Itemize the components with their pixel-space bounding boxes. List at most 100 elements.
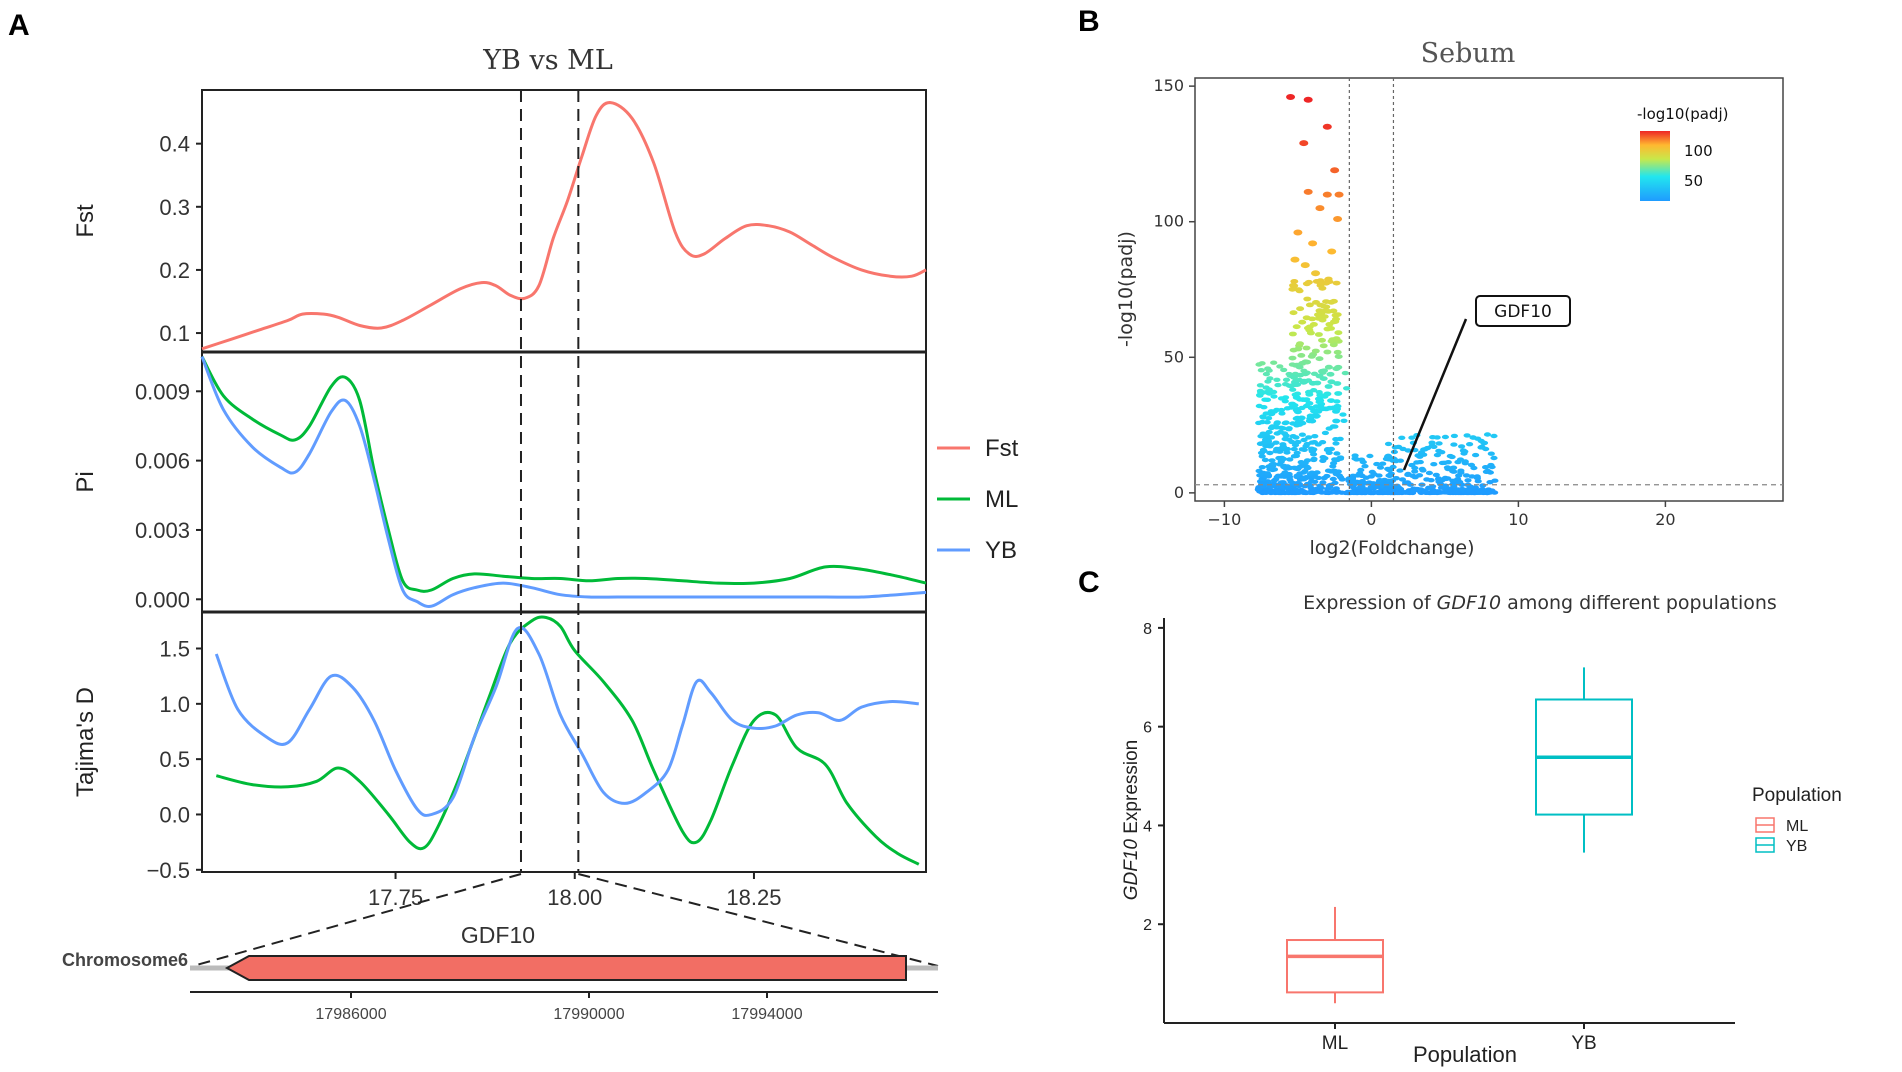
volcano-bulk-point [1427, 478, 1435, 483]
volcano-point [1286, 93, 1296, 100]
box-x-tick-label: ML [1322, 1033, 1348, 1054]
volcano-y-tick-label: 50 [1164, 347, 1184, 366]
legend-label-ml: ML [985, 486, 1018, 513]
volcano-bulk-point [1331, 319, 1340, 324]
volcano-bulk-point [1417, 450, 1426, 455]
box-legend: Population ML YB [1752, 785, 1842, 855]
volcano-bulk-point [1323, 349, 1332, 355]
volcano-bulk-point [1273, 425, 1281, 430]
volcano-bulk-point [1445, 490, 1453, 495]
volcano-bulk-point [1398, 435, 1406, 440]
volcano-bulk-point [1467, 462, 1476, 468]
volcano-bulk-point [1325, 426, 1333, 431]
volcano-bulk-point [1293, 409, 1302, 415]
volcano-bulk-point [1325, 450, 1333, 455]
volcano-bulk-point [1305, 401, 1314, 406]
volcano-bulk-point [1288, 355, 1297, 361]
volcano-points [1286, 93, 1344, 277]
volcano-bulk-point [1444, 460, 1452, 465]
volcano-bulk-point [1279, 444, 1287, 449]
volcano-bulk-point [1413, 460, 1421, 465]
volcano-x-tick-label: −10 [1208, 510, 1242, 529]
volcano-bulk-point [1464, 478, 1472, 483]
volcano-bulk-point [1257, 391, 1266, 396]
volcano-bulk-point [1480, 440, 1489, 446]
volcano-bulk-point [1268, 489, 1276, 494]
volcano-bulk-point [1301, 371, 1310, 377]
volcano-bulk-point [1298, 475, 1307, 480]
volcano-bulk-point [1273, 474, 1281, 480]
volcano-bulk-point [1258, 454, 1266, 459]
volcano-bulk-point [1286, 457, 1294, 462]
volcano-bulk-point [1315, 373, 1324, 379]
y-tick-label: 0.003 [135, 518, 190, 543]
volcano-bulk-point [1469, 490, 1477, 495]
y-tick-label: 0.3 [159, 195, 190, 220]
box-ylabel-suffix: Expression [1121, 740, 1142, 839]
volcano-bulk-point [1421, 488, 1429, 493]
volcano-bulk-point [1450, 433, 1458, 439]
volcano-bulk-point [1264, 366, 1272, 371]
volcano-bulk-point [1308, 446, 1316, 451]
volcano-bulk-point [1438, 460, 1446, 466]
volcano-bulk-point [1257, 450, 1266, 456]
volcano-bulk-point [1316, 280, 1325, 286]
tajima-axis-title: Tajima's D [72, 687, 99, 797]
volcano-bulk-point [1411, 469, 1419, 474]
volcano-bulk-point [1281, 474, 1289, 479]
volcano-bulk-point [1390, 449, 1398, 455]
volcano-title: Sebum [1421, 38, 1516, 69]
volcano-bulk-point [1339, 412, 1347, 417]
volcano-bulk-point [1307, 354, 1316, 359]
volcano-bulk-point [1450, 469, 1458, 474]
volcano-bulk-point [1289, 283, 1297, 288]
volcano-bulk-point [1318, 285, 1327, 291]
volcano-bulk-point [1273, 421, 1281, 426]
volcano-bulk-point [1292, 435, 1300, 440]
volcano-bulk-point [1396, 468, 1404, 473]
panel-letter-b: B [1078, 5, 1100, 38]
volcano-bulk-point [1260, 440, 1269, 445]
volcano-bulk-point [1356, 471, 1364, 476]
volcano-bulk-point [1302, 315, 1311, 321]
volcano-bulk-point [1254, 487, 1262, 492]
volcano-bulk-point [1313, 470, 1321, 475]
volcano-bulk-point [1257, 368, 1265, 373]
volcano-x-tick-label: 10 [1508, 510, 1528, 529]
volcano-bulk-point [1292, 324, 1301, 330]
volcano-bulk-point [1488, 464, 1496, 470]
volcano-bulk-point [1331, 480, 1339, 486]
volcano-bulk-point [1322, 280, 1331, 286]
panel-a-series [200, 101, 927, 866]
volcano-bulk-point [1280, 367, 1288, 373]
volcano-bulk-point [1443, 465, 1451, 470]
volcano-legend-title: -log10(padj) [1637, 105, 1728, 123]
legend-label-fst: Fst [985, 435, 1019, 462]
volcano-bulk-point [1304, 325, 1312, 331]
volcano-bulk-point [1290, 279, 1299, 284]
volcano-bulk-point [1389, 464, 1397, 470]
volcano-bulk-point [1334, 391, 1343, 396]
volcano-bulk-point [1333, 490, 1341, 495]
volcano-bulk-point [1272, 440, 1280, 445]
volcano-bulk-point [1383, 481, 1391, 487]
volcano-bulk-point [1429, 435, 1437, 440]
gdf10-callout-box [1475, 295, 1571, 327]
x-tick-label: 17.75 [368, 885, 423, 910]
volcano-bulk-point [1258, 465, 1266, 470]
volcano-bulk-point [1284, 466, 1292, 471]
panel-letter-c: C [1078, 566, 1100, 599]
volcano-bulk-point [1295, 422, 1304, 427]
volcano-bulk-point [1341, 370, 1349, 376]
volcano-bulk-point [1308, 440, 1316, 445]
box-legend-title: Population [1752, 785, 1842, 806]
volcano-x-axis-title: log2(Foldchange) [1309, 537, 1474, 559]
box-x-tick-label: YB [1571, 1033, 1596, 1054]
volcano-bulk-point [1433, 452, 1441, 458]
volcano-bulk-point [1297, 415, 1306, 421]
volcano-bulk-point [1384, 490, 1392, 496]
volcano-bulk-point [1404, 471, 1412, 477]
volcano-bulk-point [1423, 445, 1432, 451]
y-tick-label: −0.5 [147, 858, 190, 883]
x-tick-label: 18.00 [547, 885, 602, 910]
